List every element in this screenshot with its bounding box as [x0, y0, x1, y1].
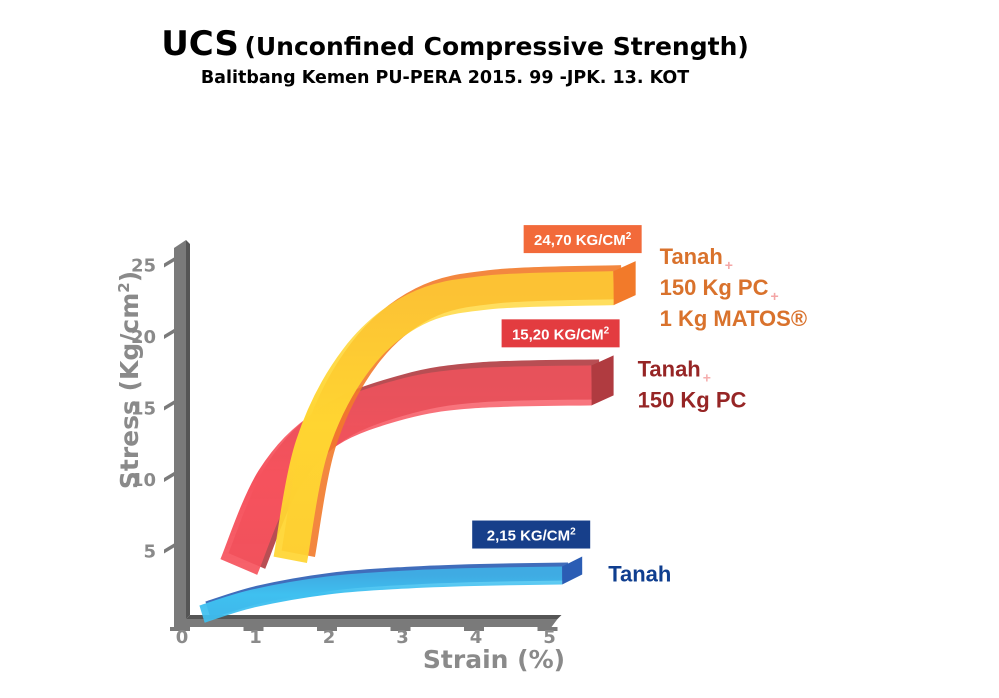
y-axis-side — [186, 240, 190, 619]
x-tick-label: 4 — [470, 627, 483, 648]
series-tanah: 2,15 KG/CM2 Tanah — [199, 520, 671, 623]
series-end-cap — [591, 355, 614, 406]
value-badge-text: 24,70 KG/CM2 — [534, 231, 632, 249]
x-axis-label: Strain (%) — [423, 645, 565, 674]
series-line — [273, 271, 615, 564]
x-tick-label: 2 — [323, 627, 336, 648]
series-label: 1 Kg MATOS® — [660, 306, 807, 331]
x-axis-top — [186, 615, 562, 619]
y-tick — [164, 472, 174, 482]
y-axis-label-sup: 2 — [115, 282, 133, 292]
series-line — [220, 365, 593, 575]
y-tick-label: 10 — [131, 470, 156, 491]
x-tick — [390, 627, 411, 631]
x-tick-label: 5 — [543, 627, 556, 648]
series-label: Tanah + — [638, 356, 711, 385]
y-tick — [164, 257, 174, 268]
series-label: 150 Kg PC + — [660, 275, 779, 304]
value-badge-sup: 2 — [570, 527, 576, 538]
series-label: Tanah + — [660, 244, 733, 273]
series-end-cap — [613, 261, 636, 306]
y-tick — [164, 400, 174, 411]
x-tick-label: 1 — [249, 627, 262, 648]
series-label-plus: + — [725, 257, 733, 273]
y-tick-label: 20 — [131, 327, 156, 348]
y-tick-label: 5 — [143, 542, 156, 563]
value-badge-text: 2,15 KG/CM2 — [487, 527, 576, 545]
y-axis-label-text: Stress (Kg/cm — [115, 293, 144, 489]
x-tick-label: 3 — [396, 627, 409, 648]
x-tick — [170, 627, 190, 631]
value-badge-sup: 2 — [626, 231, 632, 242]
value-badge-text: 15,20 KG/CM2 — [512, 325, 610, 343]
series-label: 150 Kg PC — [638, 387, 747, 412]
value-badge: 15,20 KG/CM2 — [501, 319, 620, 348]
chart-subtitle: Balitbang Kemen PU-PERA 2015. 99 -JPK. 1… — [200, 68, 690, 88]
x-tick-label: 0 — [176, 627, 189, 648]
value-badge-value: 24,70 KG/CM — [534, 232, 626, 249]
value-badge-value: 15,20 KG/CM — [512, 326, 604, 343]
value-badge-bg — [472, 520, 591, 549]
chart-title-paren: (Unconfined Compressive Strength) — [244, 32, 749, 61]
x-tick — [537, 627, 558, 631]
value-badge-value: 2,15 KG/CM — [487, 528, 570, 545]
x-axis-line — [174, 619, 558, 627]
series-label-plus: + — [703, 369, 711, 385]
chart-title-main: UCS — [161, 24, 239, 64]
y-tick-label: 25 — [131, 256, 156, 277]
series-line — [199, 566, 563, 623]
value-badge: 24,70 KG/CM2 — [523, 225, 642, 254]
series-end-cap — [562, 556, 583, 585]
chart-title: UCS (Unconfined Compressive Strength) — [0, 24, 910, 64]
y-tick — [164, 543, 174, 554]
y-tick — [164, 329, 174, 339]
y-tick-label: 15 — [131, 399, 156, 420]
series-label: Tanah — [608, 562, 671, 587]
x-tick — [243, 627, 264, 631]
x-tick — [317, 627, 337, 631]
y-axis-label-end: ) — [115, 271, 144, 282]
y-axis-label: Stress (Kg/cm2) — [115, 271, 144, 489]
value-badge-bg — [523, 225, 642, 254]
x-tick — [464, 627, 484, 631]
series-label-plus: + — [770, 288, 778, 304]
value-badge: 2,15 KG/CM2 — [472, 520, 591, 549]
value-badge-sup: 2 — [604, 325, 610, 336]
y-axis-line — [174, 240, 186, 619]
value-badge-bg — [501, 319, 620, 348]
